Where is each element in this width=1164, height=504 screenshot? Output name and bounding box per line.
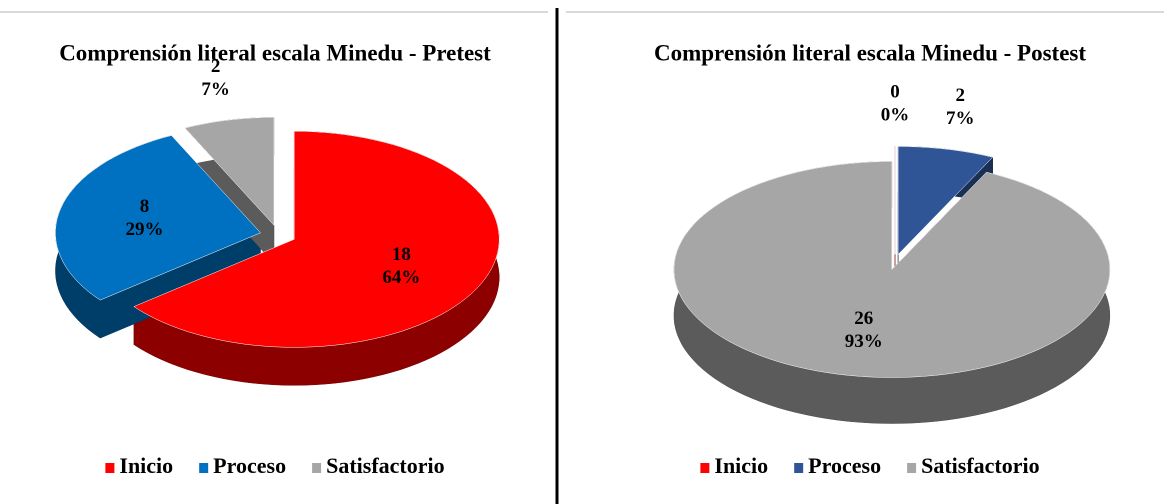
legend-label: Proceso	[808, 453, 881, 478]
legend: Inicio Proceso Satisfactorio	[105, 453, 445, 478]
data-label: 29%	[126, 219, 164, 240]
data-label: 93%	[845, 331, 883, 352]
data-label: 18	[392, 244, 411, 265]
data-label: 7%	[946, 108, 975, 129]
data-label: 64%	[382, 267, 420, 288]
legend-swatch	[312, 463, 322, 473]
legend: Inicio Proceso Satisfactorio	[700, 453, 1040, 478]
chart-title: Comprensión literal escala Minedu - Pret…	[59, 40, 491, 65]
legend-swatch	[794, 463, 804, 473]
chart-title: Comprensión literal escala Minedu - Post…	[654, 40, 1086, 65]
legend-label: Inicio	[714, 453, 768, 478]
legend-swatch	[105, 463, 115, 473]
data-label: 26	[854, 308, 873, 329]
legend-swatch	[199, 463, 209, 473]
data-label: 0	[890, 81, 900, 102]
legend-label: Satisfactorio	[921, 453, 1040, 478]
legend-label: Satisfactorio	[326, 453, 445, 478]
legend-swatch	[700, 463, 710, 473]
slice	[55, 135, 261, 301]
data-label: 0%	[881, 104, 910, 125]
slice	[897, 146, 994, 256]
slice	[673, 161, 1111, 378]
data-label: 7%	[201, 79, 230, 100]
data-label: 2	[211, 56, 221, 77]
legend-swatch	[907, 463, 917, 473]
legend-label: Proceso	[213, 453, 286, 478]
data-label: 2	[955, 85, 965, 106]
data-label: 8	[140, 196, 150, 217]
legend-label: Inicio	[119, 453, 173, 478]
slice	[133, 131, 500, 348]
slice	[184, 117, 275, 226]
